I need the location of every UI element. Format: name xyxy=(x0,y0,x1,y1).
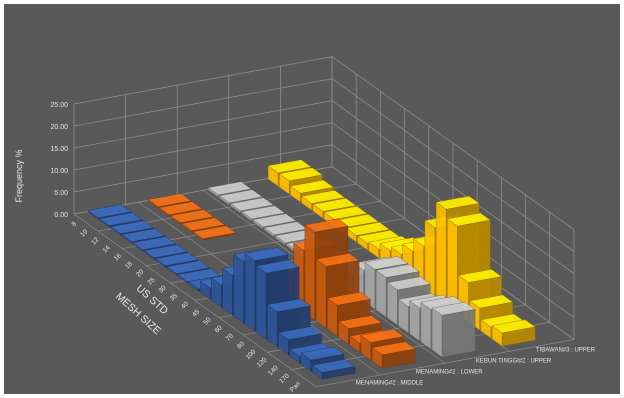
category-tick-label: 18 xyxy=(124,260,134,270)
bar-1-10 xyxy=(98,212,143,228)
category-tick-label: 80 xyxy=(236,340,246,350)
category-tick-label: 8 xyxy=(71,220,79,228)
bar-1-Pan xyxy=(311,359,356,380)
bar-2-Pan xyxy=(371,341,416,369)
category-tick-label: 30 xyxy=(158,284,168,294)
category-tick-label: 40 xyxy=(180,300,190,310)
z-tick-label: 5.00 xyxy=(54,190,68,197)
category-tick-label: 70 xyxy=(225,332,235,342)
z-tick-label: 20.00 xyxy=(50,124,68,131)
z-gridline xyxy=(73,122,575,296)
category-tick-label: 35 xyxy=(169,292,179,302)
z-axis-title: Frequency % xyxy=(14,149,24,202)
bar-2-16 xyxy=(192,225,237,241)
bar-4-Pan xyxy=(491,319,536,347)
z-gridline xyxy=(73,56,575,230)
z-tick-label: 0.00 xyxy=(54,212,68,219)
series-label: KEBUN TINGGI#2 : UPPER xyxy=(476,358,552,364)
bar-2-12 xyxy=(170,209,214,225)
category-tick-label: 10 xyxy=(79,228,89,238)
z-gridline xyxy=(73,100,575,274)
series-label: TIBAWAN#3 : UPPER xyxy=(536,347,596,353)
series-label: MENAMING#2 : MIDDLE xyxy=(356,380,423,386)
series-label: MENAMING#2 : LOWER xyxy=(416,369,483,375)
bar-3-Pan xyxy=(431,301,476,358)
category-tick-label: 16 xyxy=(113,252,123,262)
category-tick-label: 60 xyxy=(214,324,224,334)
z-gridline xyxy=(73,78,575,252)
bar-2-10 xyxy=(158,201,203,217)
floor-gridline xyxy=(73,213,317,388)
z-tick-label: 15.00 xyxy=(50,146,68,153)
category-tick-label: 20 xyxy=(135,268,145,278)
category-tick-label: 25 xyxy=(146,276,156,286)
category-tick-label: 45 xyxy=(191,308,201,318)
category-tick-label: 14 xyxy=(102,244,112,254)
z-gridline xyxy=(73,144,575,318)
z-tick-label: 10.00 xyxy=(50,168,68,175)
z-tick-label: 25.00 xyxy=(50,102,68,109)
category-tick-label: 12 xyxy=(90,236,100,246)
category-tick-label: 50 xyxy=(202,316,212,326)
